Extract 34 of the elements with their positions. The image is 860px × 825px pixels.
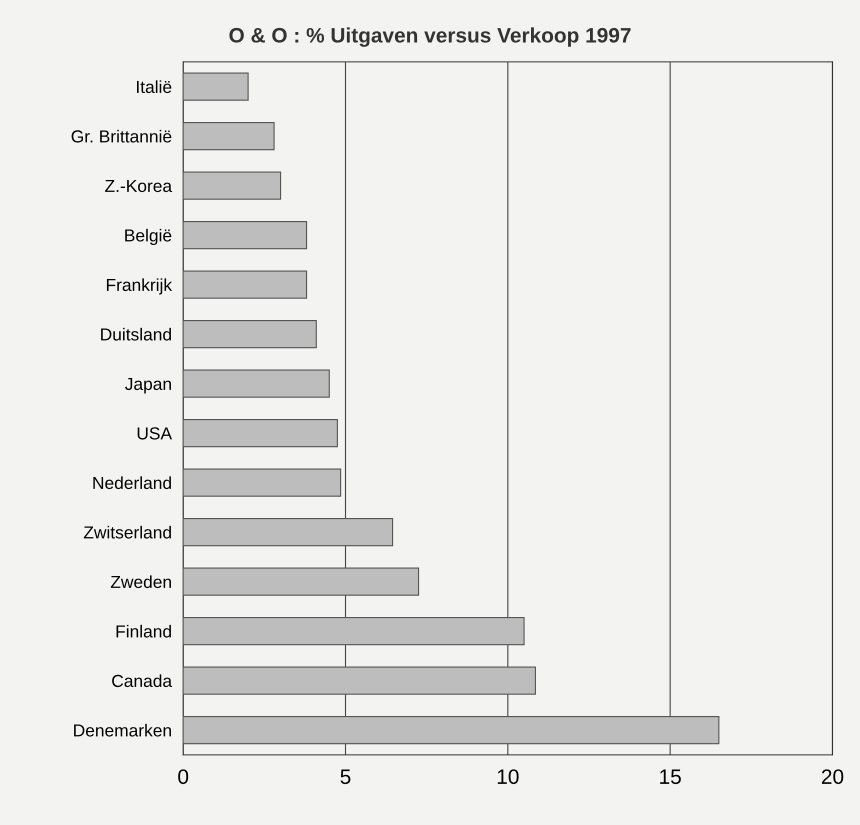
bar bbox=[183, 320, 317, 348]
y-tick-label: Denemarken bbox=[74, 724, 171, 737]
y-tick-label: Gr. Brittannië bbox=[72, 130, 172, 143]
y-tick-label: Finland bbox=[116, 624, 171, 638]
bar bbox=[183, 567, 420, 596]
y-tick-label: Italië bbox=[137, 80, 172, 94]
bar bbox=[183, 468, 342, 497]
bar bbox=[183, 72, 249, 101]
bar bbox=[183, 666, 536, 695]
y-tick-label: Frankrijk bbox=[106, 278, 172, 295]
y-tick-label: Japan bbox=[125, 378, 171, 394]
y-tick-label: Z.-Korea bbox=[105, 180, 172, 192]
bar bbox=[183, 418, 338, 448]
y-tick-label: Zweden bbox=[110, 575, 171, 588]
x-tick-label: 20 bbox=[822, 769, 844, 784]
y-tick-label: Nederland bbox=[93, 476, 171, 490]
bar bbox=[183, 716, 720, 744]
y-tick-label: Zwitserland bbox=[84, 526, 171, 539]
chart-title: O & O : % Uitgaven versus Verkoop 1997 bbox=[229, 27, 631, 47]
bar bbox=[183, 220, 308, 250]
bar bbox=[183, 369, 330, 398]
bar bbox=[183, 171, 282, 200]
y-tick-label: België bbox=[125, 228, 172, 246]
y-tick-label: Duitsland bbox=[101, 328, 171, 341]
bar bbox=[183, 616, 525, 646]
bar bbox=[183, 122, 275, 150]
bar bbox=[183, 518, 394, 546]
bar bbox=[183, 270, 308, 299]
x-tick-label: 10 bbox=[498, 769, 519, 784]
x-tick-label: 5 bbox=[340, 770, 350, 784]
y-tick-label: USA bbox=[138, 427, 172, 440]
x-tick-label: 15 bbox=[660, 770, 681, 784]
y-tick-label: Canada bbox=[112, 674, 172, 688]
x-tick-label: 0 bbox=[178, 769, 188, 784]
